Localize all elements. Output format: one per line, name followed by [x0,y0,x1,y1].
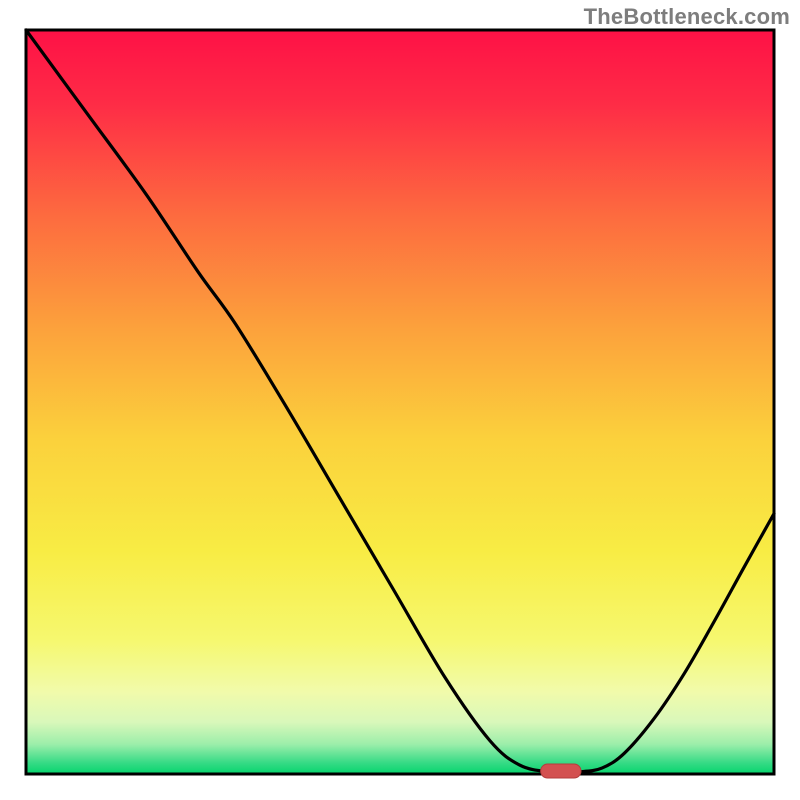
bottleneck-chart [0,0,800,800]
gradient-background [26,30,774,774]
chart-frame: TheBottleneck.com [0,0,800,800]
optimum-marker [541,764,581,778]
watermark-text: TheBottleneck.com [584,4,790,30]
